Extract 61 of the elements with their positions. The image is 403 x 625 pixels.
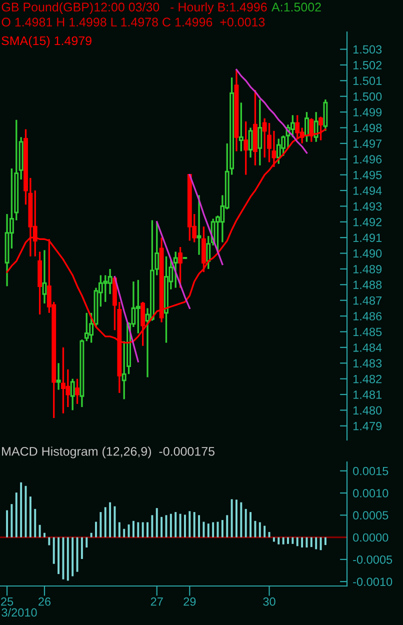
- candlestick: [70, 378, 75, 412]
- x-tick-label: 30: [263, 597, 276, 606]
- y-tick-label: 1.486: [353, 312, 382, 320]
- y-tick-label: 1.489: [353, 264, 382, 274]
- line-series: [156, 221, 190, 310]
- candlestick: [304, 111, 309, 143]
- line-series: [114, 276, 139, 362]
- y-tick-label: 1.480: [353, 406, 382, 415]
- y-tick-label: 1.493: [353, 202, 382, 211]
- y-tick-label: 1.502: [353, 60, 382, 70]
- x-tick-label: 26: [38, 597, 51, 606]
- line-series: [188, 174, 224, 266]
- candlestick: [201, 226, 206, 273]
- candlestick: [323, 98, 328, 132]
- y-tick-label: 1.495: [353, 170, 382, 180]
- candlestick: [258, 98, 262, 166]
- y-tick-label: 1.496: [353, 155, 382, 164]
- y-tick-label: -0.0005: [353, 555, 392, 564]
- chart-title: MACD Histogram (12,26,9) -0.000175: [2, 446, 214, 458]
- y-tick-label: 1.497: [353, 139, 382, 148]
- y-tick-label: 1.482: [353, 374, 382, 384]
- chart-title: GB Pound(GBP)12:00 03/30 - Hourly B:1.4996: [2, 2, 267, 14]
- x-tick-label: 27: [150, 597, 163, 606]
- y-tick-label: -0.0010: [353, 578, 392, 586]
- candlestick: [173, 250, 178, 289]
- x-tick-label: 25: [1, 597, 14, 606]
- candlestick: [42, 249, 47, 304]
- y-tick-label: 0.0000: [353, 533, 388, 542]
- line-series: [236, 68, 308, 154]
- candlestick: [314, 111, 318, 143]
- y-tick-label: 1.500: [353, 92, 382, 101]
- chart-subtitle: O 1.4981 H 1.4998 L 1.4978 C 1.4996 +0.0013: [2, 18, 265, 27]
- candlestick: [244, 120, 248, 176]
- candlestick: [248, 126, 253, 158]
- text: A:1.5002: [272, 2, 321, 12]
- text: SMA(15) 1.4979: [2, 36, 92, 48]
- y-tick-label: 1.498: [353, 124, 382, 132]
- y-tick-label: 1.503: [353, 45, 382, 54]
- y-tick-label: 1.479: [353, 422, 382, 430]
- y-tick-label: 0.0015: [353, 466, 388, 476]
- y-tick-label: 1.485: [353, 328, 382, 336]
- y-tick-label: 1.488: [353, 280, 382, 290]
- y-tick-label: 1.484: [353, 343, 382, 352]
- y-tick-label: 0.0005: [353, 511, 388, 520]
- y-tick-label: 1.499: [353, 108, 382, 116]
- y-tick-label: 1.490: [353, 249, 382, 258]
- y-tick-label: 1.501: [353, 76, 382, 86]
- y-tick-label: 1.492: [353, 218, 382, 226]
- candlestick: [56, 362, 61, 391]
- y-tick-label: 1.494: [353, 186, 382, 195]
- y-tick-label: 0.0010: [353, 489, 388, 498]
- candlestick: [238, 102, 244, 152]
- candlestick: [178, 246, 183, 289]
- text: 3/2010: [2, 608, 37, 617]
- y-tick-label: 1.487: [353, 296, 382, 305]
- y-tick-label: 1.483: [353, 359, 382, 368]
- candlestick: [75, 378, 80, 405]
- y-tick-label: 1.491: [353, 234, 382, 242]
- y-tick-label: 1.481: [353, 390, 382, 399]
- candlestick: [196, 194, 202, 256]
- x-tick-label: 29: [184, 597, 196, 606]
